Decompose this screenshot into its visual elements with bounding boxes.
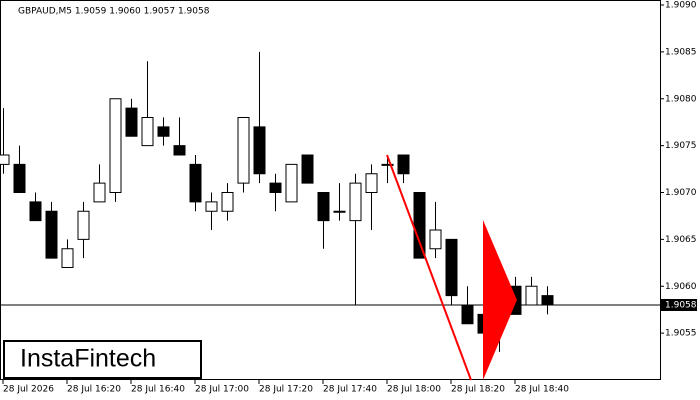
candle-body	[301, 154, 314, 184]
candle-body	[77, 210, 90, 240]
candle-body	[45, 210, 58, 259]
price-label-box	[661, 299, 697, 311]
candle-body	[13, 163, 26, 193]
x-tick-label: 28 Jul 18:00	[387, 385, 441, 395]
y-tick-label: 1.9075	[665, 141, 697, 151]
candle-body	[365, 173, 378, 193]
candle-body	[157, 126, 170, 137]
x-tick-label: 28 Jul 18:40	[515, 385, 569, 395]
candle-body	[445, 238, 458, 297]
flag-pole	[386, 154, 472, 381]
candle-body	[541, 295, 554, 306]
candle-body	[269, 182, 282, 193]
x-tick-label: 28 Jul 17:40	[323, 385, 377, 395]
chart-title: GBPAUD,M5 1.9059 1.9060 1.9057 1.9058	[18, 7, 210, 17]
y-tick-label: 1.9055	[665, 329, 697, 339]
logo-box	[3, 340, 202, 379]
y-tick-label: 1.9090	[665, 1, 697, 11]
candle-body	[221, 192, 234, 212]
candle-body	[397, 154, 410, 175]
candle-body	[381, 163, 394, 166]
candle-body	[461, 304, 474, 325]
x-tick-label: 28 Jul 16:20	[67, 385, 121, 395]
price-label: 1.9058	[665, 301, 697, 311]
candle-body	[525, 285, 538, 306]
candle-body	[429, 229, 442, 250]
plot-frame	[0, 0, 661, 380]
candle-body	[0, 154, 10, 165]
candle-body	[125, 107, 138, 137]
flag-pattern	[483, 220, 517, 380]
x-tick-label: 28 Jul 16:40	[131, 385, 185, 395]
logo: InstaFintech	[20, 345, 156, 373]
x-tick-label: 28 Jul 17:20	[259, 385, 313, 395]
candle-body	[141, 117, 154, 147]
candle-body	[29, 201, 42, 222]
candle-body	[237, 117, 250, 184]
candle-body	[333, 210, 346, 213]
x-tick-label: 28 Jul 17:00	[195, 385, 249, 395]
y-tick-label: 1.9065	[665, 235, 697, 245]
candle-body	[253, 126, 266, 175]
x-tick-label: 28 Jul 2026	[3, 385, 54, 395]
candle-body	[109, 98, 122, 193]
y-tick-label: 1.9080	[665, 94, 697, 104]
candle-body	[349, 182, 362, 222]
candle-body	[61, 248, 74, 268]
candle-body	[93, 182, 106, 203]
candle-body	[205, 201, 218, 212]
x-tick-label: 28 Jul 18:20	[451, 385, 505, 395]
y-tick-label: 1.9085	[665, 47, 697, 57]
y-tick-label: 1.9070	[665, 188, 697, 198]
candle-body	[189, 163, 202, 203]
candle-body	[173, 145, 186, 156]
candle-body	[413, 192, 426, 259]
y-tick-label: 1.9060	[665, 282, 697, 292]
candle-body	[317, 192, 330, 222]
candle-body	[285, 163, 298, 203]
